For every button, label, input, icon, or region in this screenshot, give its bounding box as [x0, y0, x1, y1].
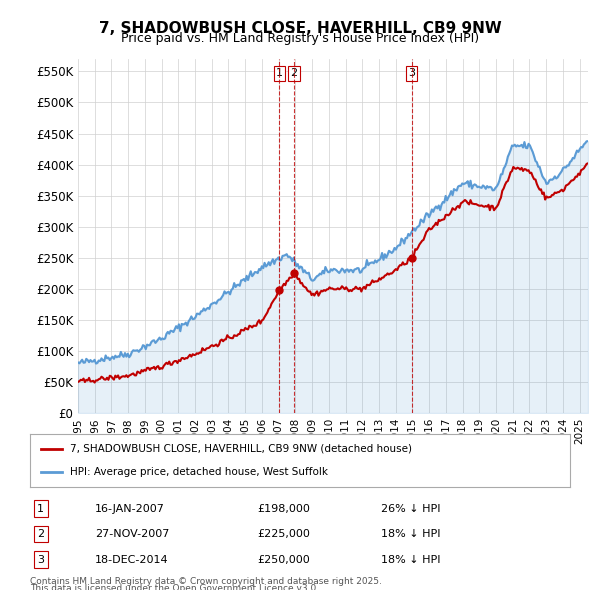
- Text: 16-JAN-2007: 16-JAN-2007: [95, 504, 164, 513]
- Text: 2: 2: [290, 68, 298, 78]
- Text: 7, SHADOWBUSH CLOSE, HAVERHILL, CB9 9NW (detached house): 7, SHADOWBUSH CLOSE, HAVERHILL, CB9 9NW …: [71, 444, 413, 454]
- Text: This data is licensed under the Open Government Licence v3.0.: This data is licensed under the Open Gov…: [30, 584, 319, 590]
- Text: 3: 3: [37, 555, 44, 565]
- Text: HPI: Average price, detached house, West Suffolk: HPI: Average price, detached house, West…: [71, 467, 329, 477]
- Text: 2: 2: [37, 529, 44, 539]
- Text: 18% ↓ HPI: 18% ↓ HPI: [381, 555, 440, 565]
- Text: 18% ↓ HPI: 18% ↓ HPI: [381, 529, 440, 539]
- Text: £225,000: £225,000: [257, 529, 310, 539]
- Text: 18-DEC-2014: 18-DEC-2014: [95, 555, 169, 565]
- Text: £198,000: £198,000: [257, 504, 310, 513]
- Text: 7, SHADOWBUSH CLOSE, HAVERHILL, CB9 9NW: 7, SHADOWBUSH CLOSE, HAVERHILL, CB9 9NW: [98, 21, 502, 35]
- Text: 1: 1: [37, 504, 44, 513]
- Text: £250,000: £250,000: [257, 555, 310, 565]
- Text: Price paid vs. HM Land Registry's House Price Index (HPI): Price paid vs. HM Land Registry's House …: [121, 32, 479, 45]
- Text: 26% ↓ HPI: 26% ↓ HPI: [381, 504, 440, 513]
- Text: 3: 3: [408, 68, 415, 78]
- Text: 1: 1: [276, 68, 283, 78]
- Text: Contains HM Land Registry data © Crown copyright and database right 2025.: Contains HM Land Registry data © Crown c…: [30, 577, 382, 586]
- Text: 27-NOV-2007: 27-NOV-2007: [95, 529, 169, 539]
